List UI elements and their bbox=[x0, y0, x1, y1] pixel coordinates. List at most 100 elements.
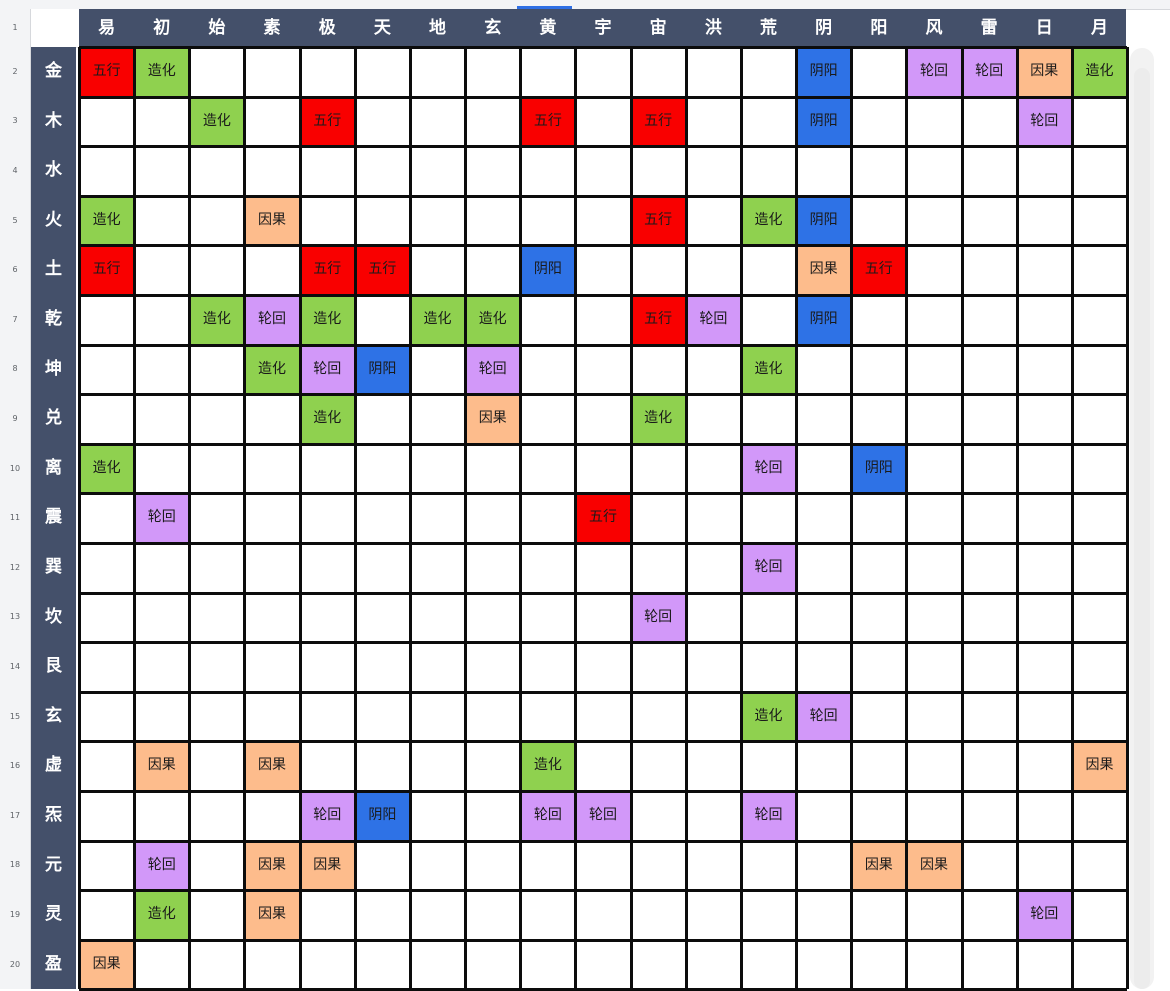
row-number[interactable]: 2 bbox=[12, 66, 18, 76]
empty-cell[interactable] bbox=[189, 493, 245, 543]
empty-cell[interactable] bbox=[961, 592, 1017, 643]
empty-cell[interactable] bbox=[1016, 146, 1072, 196]
row-number[interactable]: 10 bbox=[9, 463, 21, 473]
empty-cell[interactable] bbox=[796, 394, 852, 444]
empty-cell[interactable] bbox=[575, 543, 631, 593]
empty-cell[interactable] bbox=[189, 592, 245, 643]
empty-cell[interactable] bbox=[1071, 691, 1128, 742]
empty-cell[interactable] bbox=[299, 443, 355, 494]
empty-cell[interactable] bbox=[520, 543, 576, 593]
empty-cell[interactable] bbox=[465, 741, 521, 791]
tag-cell[interactable]: 阴阳 bbox=[796, 47, 852, 97]
row-header[interactable]: 离 bbox=[45, 457, 62, 478]
empty-cell[interactable] bbox=[906, 394, 962, 444]
empty-cell[interactable] bbox=[630, 245, 686, 295]
tag-cell[interactable]: 阴阳 bbox=[796, 195, 852, 246]
empty-cell[interactable] bbox=[575, 344, 631, 395]
empty-cell[interactable] bbox=[740, 840, 797, 891]
empty-cell[interactable] bbox=[79, 295, 135, 345]
empty-cell[interactable] bbox=[685, 493, 741, 543]
empty-cell[interactable] bbox=[1071, 493, 1128, 543]
empty-cell[interactable] bbox=[575, 195, 631, 246]
column-header[interactable]: 初 bbox=[153, 18, 171, 38]
empty-cell[interactable] bbox=[189, 394, 245, 444]
row-number[interactable]: 6 bbox=[12, 265, 18, 275]
tag-cell[interactable]: 因果 bbox=[796, 245, 852, 295]
empty-cell[interactable] bbox=[520, 47, 576, 97]
empty-cell[interactable] bbox=[851, 592, 907, 643]
empty-cell[interactable] bbox=[575, 592, 631, 643]
empty-cell[interactable] bbox=[851, 344, 907, 395]
empty-cell[interactable] bbox=[1016, 791, 1072, 841]
empty-cell[interactable] bbox=[630, 691, 686, 742]
empty-cell[interactable] bbox=[630, 840, 686, 891]
empty-cell[interactable] bbox=[851, 146, 907, 196]
tag-cell[interactable]: 因果 bbox=[244, 741, 300, 791]
tag-cell[interactable]: 五行 bbox=[851, 245, 907, 295]
row-number[interactable]: 5 bbox=[12, 215, 18, 225]
empty-cell[interactable] bbox=[685, 691, 741, 742]
empty-cell[interactable] bbox=[851, 890, 907, 940]
tag-cell[interactable]: 造化 bbox=[1071, 47, 1128, 97]
empty-cell[interactable] bbox=[520, 691, 576, 742]
empty-cell[interactable] bbox=[906, 741, 962, 791]
empty-cell[interactable] bbox=[465, 642, 521, 692]
empty-cell[interactable] bbox=[465, 939, 521, 990]
tag-cell[interactable]: 因果 bbox=[299, 840, 355, 891]
tag-cell[interactable]: 五行 bbox=[520, 96, 576, 147]
empty-cell[interactable] bbox=[961, 543, 1017, 593]
empty-cell[interactable] bbox=[79, 543, 135, 593]
empty-cell[interactable] bbox=[1071, 890, 1128, 940]
tag-cell[interactable]: 轮回 bbox=[244, 295, 300, 345]
empty-cell[interactable] bbox=[409, 394, 466, 444]
column-header[interactable]: 风 bbox=[925, 18, 943, 38]
empty-cell[interactable] bbox=[465, 592, 521, 643]
empty-cell[interactable] bbox=[740, 245, 797, 295]
empty-cell[interactable] bbox=[851, 691, 907, 742]
empty-cell[interactable] bbox=[79, 344, 135, 395]
empty-cell[interactable] bbox=[575, 642, 631, 692]
row-header[interactable]: 坎 bbox=[45, 606, 62, 627]
tag-cell[interactable]: 阴阳 bbox=[354, 344, 410, 395]
empty-cell[interactable] bbox=[740, 939, 797, 990]
empty-cell[interactable] bbox=[961, 394, 1017, 444]
column-header[interactable]: 天 bbox=[373, 18, 391, 38]
empty-cell[interactable] bbox=[961, 939, 1017, 990]
empty-cell[interactable] bbox=[575, 741, 631, 791]
row-header[interactable]: 虚 bbox=[45, 755, 62, 776]
empty-cell[interactable] bbox=[630, 344, 686, 395]
empty-cell[interactable] bbox=[354, 642, 410, 692]
tag-cell[interactable]: 因果 bbox=[244, 840, 300, 891]
empty-cell[interactable] bbox=[79, 146, 135, 196]
row-header[interactable]: 木 bbox=[45, 110, 62, 131]
tag-cell[interactable]: 因果 bbox=[134, 741, 190, 791]
empty-cell[interactable] bbox=[189, 146, 245, 196]
vertical-scrollbar[interactable] bbox=[1130, 48, 1154, 989]
empty-cell[interactable] bbox=[961, 146, 1017, 196]
empty-cell[interactable] bbox=[520, 939, 576, 990]
empty-cell[interactable] bbox=[961, 791, 1017, 841]
empty-cell[interactable] bbox=[244, 47, 300, 97]
empty-cell[interactable] bbox=[244, 443, 300, 494]
empty-cell[interactable] bbox=[299, 592, 355, 643]
empty-cell[interactable] bbox=[961, 741, 1017, 791]
empty-cell[interactable] bbox=[575, 890, 631, 940]
empty-cell[interactable] bbox=[796, 642, 852, 692]
empty-cell[interactable] bbox=[189, 791, 245, 841]
empty-cell[interactable] bbox=[520, 146, 576, 196]
empty-cell[interactable] bbox=[740, 394, 797, 444]
tag-cell[interactable]: 五行 bbox=[79, 245, 135, 295]
empty-cell[interactable] bbox=[1016, 741, 1072, 791]
empty-cell[interactable] bbox=[1016, 344, 1072, 395]
empty-cell[interactable] bbox=[1071, 791, 1128, 841]
empty-cell[interactable] bbox=[244, 146, 300, 196]
row-header[interactable]: 水 bbox=[45, 160, 62, 181]
tag-cell[interactable]: 因果 bbox=[1016, 47, 1072, 97]
empty-cell[interactable] bbox=[520, 642, 576, 692]
empty-cell[interactable] bbox=[961, 840, 1017, 891]
row-number[interactable]: 13 bbox=[9, 612, 21, 622]
tag-cell[interactable]: 因果 bbox=[244, 890, 300, 940]
empty-cell[interactable] bbox=[520, 890, 576, 940]
row-number[interactable]: 16 bbox=[9, 761, 21, 771]
empty-cell[interactable] bbox=[1016, 691, 1072, 742]
